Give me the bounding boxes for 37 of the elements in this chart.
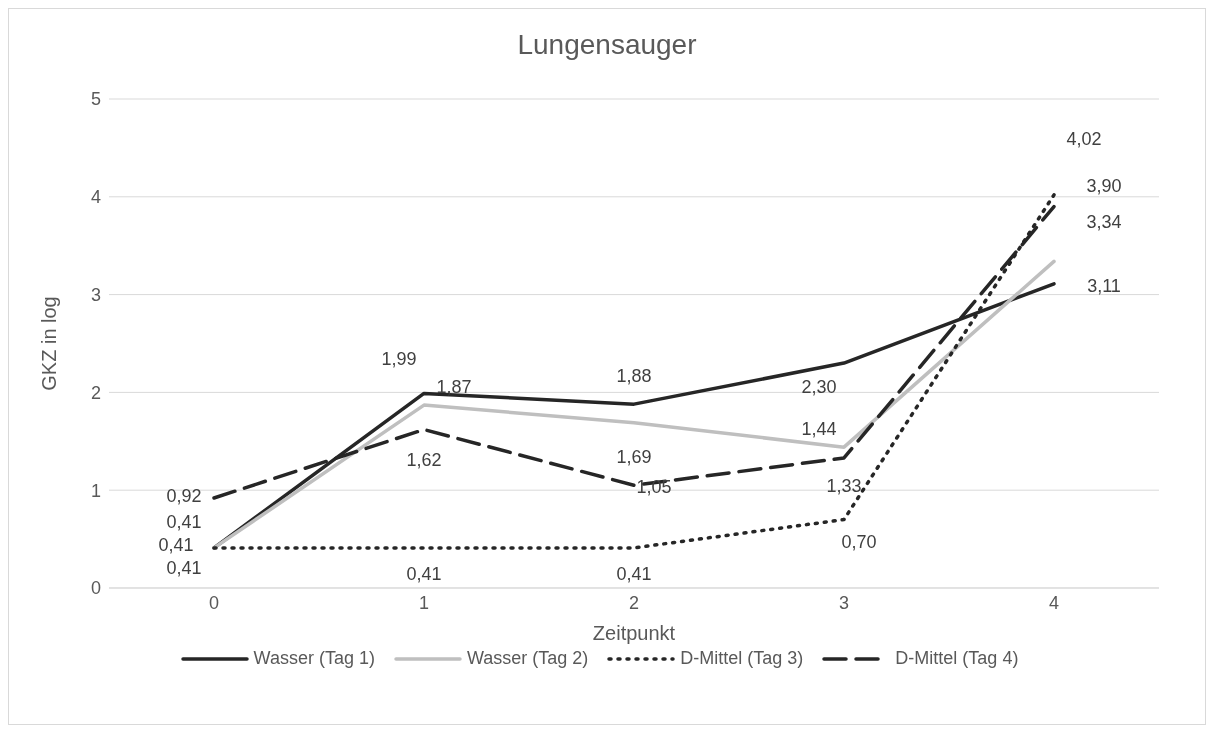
data-label: 0,41 [158, 534, 194, 555]
data-label: 0,41 [166, 557, 202, 578]
legend-label: Wasser (Tag 2) [465, 648, 589, 669]
legend-label: Wasser (Tag 1) [252, 648, 375, 669]
x-tick-label: 3 [838, 592, 850, 613]
x-tick-label: 0 [208, 592, 220, 613]
y-tick-label: 5 [90, 89, 101, 110]
y-tick-label: 4 [90, 187, 101, 208]
data-label: 4,02 [1066, 128, 1102, 149]
chart-title: Lungensauger [516, 28, 698, 62]
x-tick-label: 2 [628, 592, 640, 613]
data-label: 0,92 [166, 486, 202, 507]
data-label: 0,41 [166, 511, 202, 532]
legend-label: D-Mittel (Tag 3) [679, 648, 804, 669]
data-label: 0,41 [616, 563, 652, 584]
legend-label: D-Mittel (Tag 4) [894, 648, 1019, 669]
y-tick-label: 0 [90, 578, 101, 599]
x-axis-title: Zeitpunkt [592, 622, 676, 644]
data-label: 1,87 [436, 377, 472, 398]
data-label: 1,88 [616, 366, 652, 387]
data-label: 1,99 [381, 349, 417, 370]
data-label: 0,70 [841, 531, 877, 552]
y-tick-label: 3 [90, 284, 101, 305]
data-label: 3,34 [1086, 212, 1122, 233]
x-tick-label: 1 [418, 592, 430, 613]
data-label: 0,41 [406, 563, 442, 584]
data-label: 1,62 [406, 449, 442, 470]
data-label: 3,90 [1086, 175, 1122, 196]
y-axis-title: GKZ in log [38, 296, 61, 391]
data-label: 1,69 [616, 446, 652, 467]
data-label: 1,44 [801, 419, 837, 440]
data-label: 2,30 [801, 377, 837, 398]
x-tick-label: 4 [1048, 592, 1060, 613]
data-label: 1,33 [826, 475, 862, 496]
data-label: 3,11 [1087, 275, 1121, 296]
y-tick-label: 1 [90, 480, 101, 501]
y-tick-label: 2 [90, 382, 101, 403]
